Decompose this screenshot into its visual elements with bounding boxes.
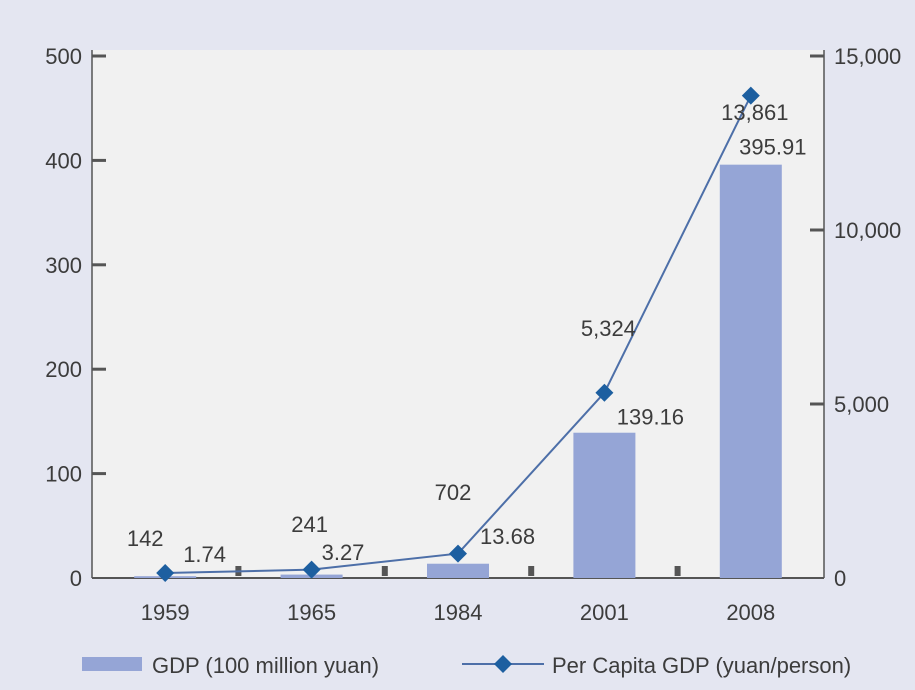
left-tick-label: 500 [45, 44, 82, 69]
point-per-capita-gdp [449, 544, 467, 563]
point-data-label: 142 [127, 526, 164, 551]
x-separator-tick [528, 566, 535, 576]
plot-area [92, 50, 824, 578]
bar-data-label: 13.68 [480, 524, 535, 549]
right-tick-label: 10,000 [834, 218, 901, 243]
point-per-capita-gdp [595, 383, 614, 402]
point-data-label: 5,324 [581, 316, 636, 341]
bar-data-label: 1.74 [183, 542, 226, 567]
x-tick-label: 2001 [580, 600, 629, 625]
left-tick-label: 300 [45, 253, 82, 278]
legend: GDP (100 million yuan) Per Capita GDP (y… [82, 653, 851, 678]
legend-gdp-swatch [82, 657, 142, 671]
point-per-capita-gdp [741, 86, 760, 105]
bar-gdp [573, 432, 636, 578]
point-per-capita-gdp [156, 564, 175, 583]
x-tick-label: 1965 [287, 600, 336, 625]
bar-data-label: 3.27 [322, 540, 365, 565]
x-separator-tick [381, 566, 388, 576]
point-per-capita-gdp [302, 560, 321, 579]
bar-gdp [719, 164, 782, 578]
point-data-label: 241 [291, 512, 328, 537]
legend-percapita-marker [494, 655, 512, 673]
x-tick-label: 2008 [726, 600, 775, 625]
right-tick-label: 5,000 [834, 392, 889, 417]
right-tick-label: 15,000 [834, 44, 901, 69]
left-tick-label: 100 [45, 462, 82, 487]
point-data-label: 13,861 [721, 100, 788, 125]
bar-gdp [427, 563, 489, 578]
x-tick-label: 1959 [141, 600, 190, 625]
x-separator-tick [674, 566, 681, 576]
left-tick-label: 400 [45, 148, 82, 173]
bar-data-label: 395.91 [739, 135, 806, 160]
right-tick-label: 0 [834, 566, 846, 591]
legend-gdp-label: GDP (100 million yuan) [152, 653, 379, 678]
x-tick-label: 1984 [434, 600, 483, 625]
chart-marks: 0 100 200 300 400 500 0 5,000 10,000 15,000 1959 19… [45, 44, 901, 625]
left-tick-label: 0 [70, 566, 82, 591]
left-tick-label: 200 [45, 357, 82, 382]
bar-data-label: 139.16 [617, 405, 684, 430]
point-data-label: 702 [435, 480, 472, 505]
legend-percapita-label: Per Capita GDP (yuan/person) [552, 653, 851, 678]
